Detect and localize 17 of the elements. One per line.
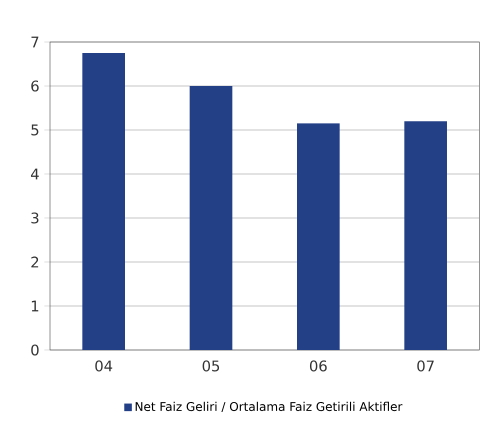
bar — [404, 121, 447, 350]
x-tick-label: 05 — [202, 360, 220, 372]
bar — [190, 86, 232, 350]
y-tick-label: 0 — [31, 344, 39, 356]
y-tick-label: 5 — [31, 124, 38, 136]
y-tick-label: 7 — [31, 36, 38, 48]
bar — [297, 123, 340, 350]
legend-label: Net Faiz Geliri / Ortalama Faiz Getirili Aktifler — [136, 402, 402, 412]
y-tick-label: 3 — [31, 212, 38, 224]
x-tick-label: 06 — [310, 360, 327, 372]
y-tick-label: 4 — [30, 168, 39, 180]
bar — [82, 53, 125, 350]
x-tick-label: 07 — [417, 360, 434, 372]
y-tick-label: 2 — [31, 256, 38, 268]
x-tick-label: 04 — [95, 360, 112, 372]
y-tick-label: 1 — [32, 300, 38, 312]
y-tick-label: 6 — [31, 80, 39, 92]
